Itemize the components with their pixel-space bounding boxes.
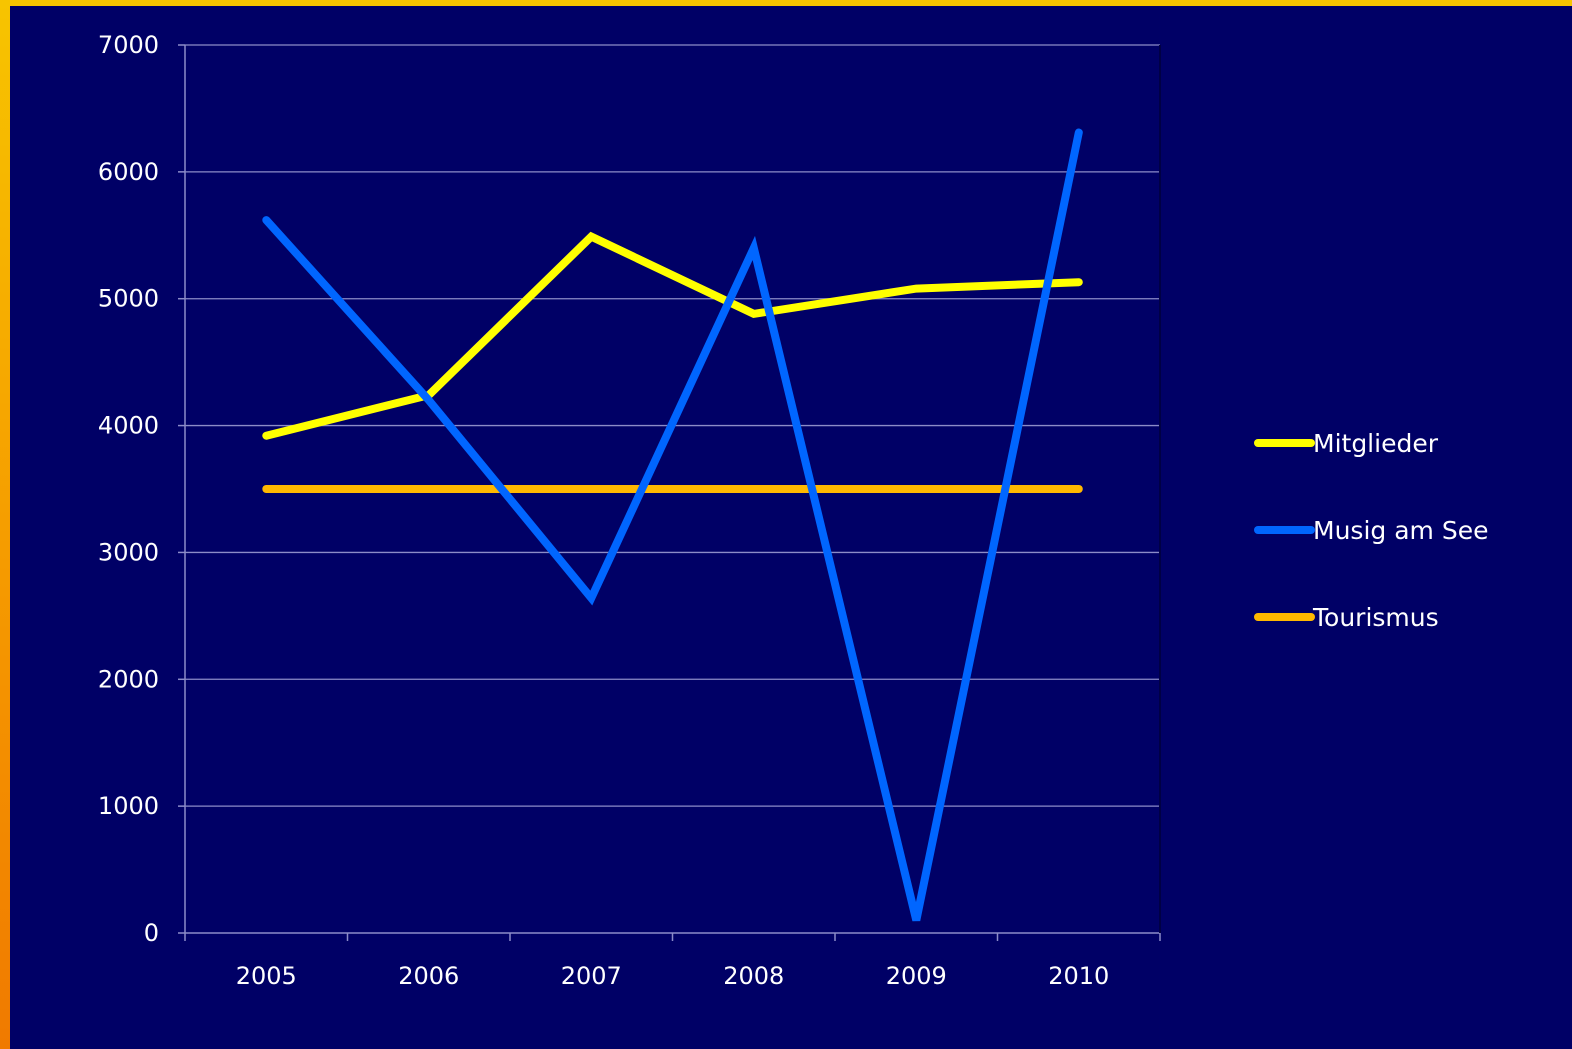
x-tick-label: 2006 <box>398 962 459 990</box>
y-tick-label: 6000 <box>98 158 159 186</box>
x-tick-label: 2005 <box>236 962 297 990</box>
series-line-mitglieder <box>262 231 1083 440</box>
gridlines <box>185 44 1160 807</box>
series-line-musig-am-see <box>262 128 1083 922</box>
legend-label: Musig am See <box>1313 516 1488 545</box>
legend-label: Tourismus <box>1312 603 1439 632</box>
y-tick-label: 0 <box>144 919 159 947</box>
legend-label: Mitglieder <box>1313 429 1439 458</box>
x-tick-label: 2008 <box>723 962 784 990</box>
y-tick-label: 2000 <box>98 665 159 693</box>
y-tick-label: 5000 <box>98 285 159 313</box>
y-tick-label: 4000 <box>98 412 159 440</box>
legend: Mitglieder Musig am See Tourismus <box>1254 429 1488 632</box>
y-tick-label: 7000 <box>98 31 159 59</box>
x-tick-label: 2007 <box>561 962 622 990</box>
series-lines <box>262 128 1083 922</box>
slide-frame: 0 1000 2000 3000 4000 5000 6000 7000 2005 2006 20… <box>10 6 1572 1049</box>
x-axis-ticks: 2005 2006 2007 2008 2009 2010 <box>184 933 1161 990</box>
y-tick-label: 1000 <box>98 792 159 820</box>
y-tick-label: 3000 <box>98 538 159 566</box>
x-tick-label: 2009 <box>886 962 947 990</box>
y-axis-ticks: 0 1000 2000 3000 4000 5000 6000 7000 <box>98 31 185 947</box>
x-tick-label: 2010 <box>1048 962 1109 990</box>
